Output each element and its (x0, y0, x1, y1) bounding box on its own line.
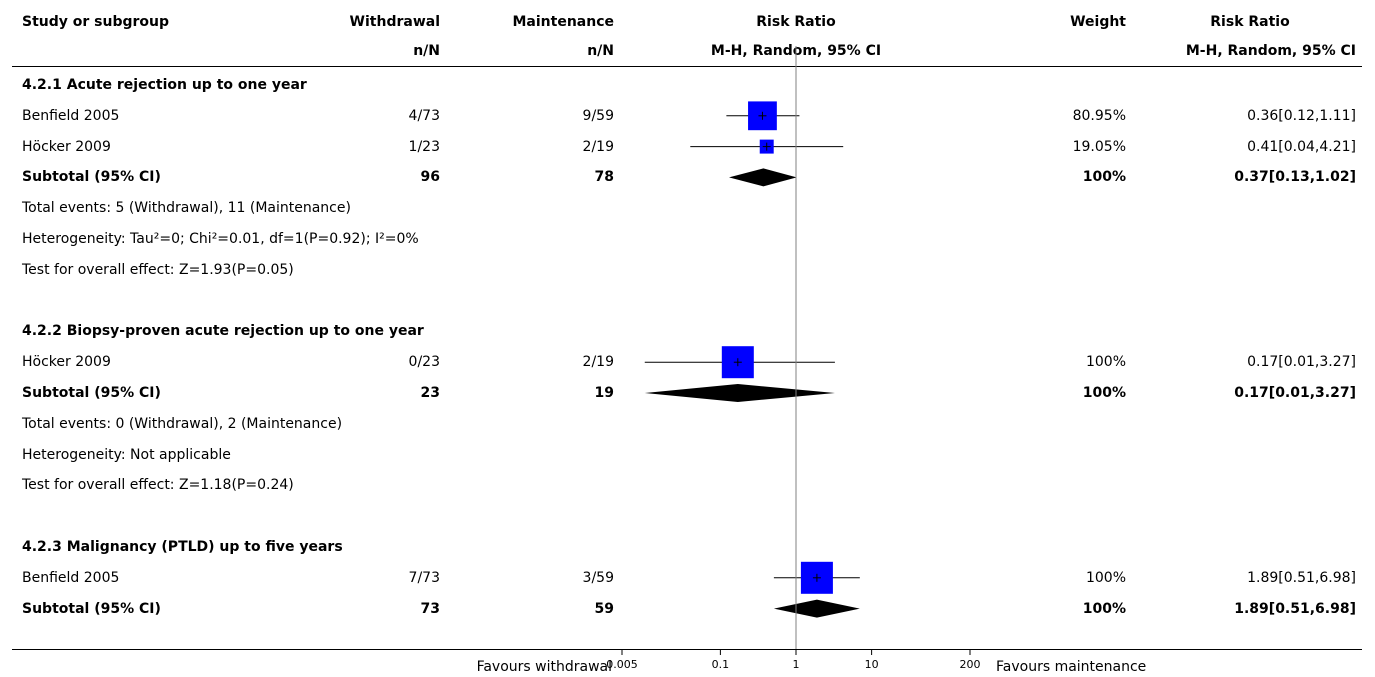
study-name: Höcker 2009 (22, 138, 111, 155)
x-axis-tick-label: 0.005 (606, 658, 638, 671)
x-axis-tick-label: 200 (960, 658, 981, 671)
study-name: Benfield 2005 (22, 569, 120, 586)
subtotal-weight: 100% (1082, 385, 1126, 401)
study-group2-count: 2/19 (582, 354, 614, 371)
favours-right-label: Favours maintenance (996, 659, 1147, 675)
x-axis-tick-label: 10 (865, 658, 879, 671)
header-group2: Maintenance (512, 14, 614, 30)
study-name: Benfield 2005 (22, 107, 120, 124)
subtotal-group1-total: 96 (420, 169, 440, 186)
subtotal-group2-total: 59 (594, 600, 614, 617)
x-axis-tick-label: 0.1 (712, 658, 730, 671)
study-group1-count: 4/73 (408, 107, 440, 124)
subtotal-effect-ci: 0.17[0.01,3.27] (1234, 385, 1356, 401)
bottom-rule (12, 649, 1362, 650)
favours-left-label: Favours withdrawal (476, 659, 612, 675)
study-group2-count: 3/59 (582, 569, 614, 586)
study-effect-ci: 0.41[0.04,4.21] (1247, 138, 1356, 155)
header-group1-sub: n/N (413, 43, 440, 59)
subgroup-note: Heterogeneity: Not applicable (22, 446, 231, 463)
header-effect: Risk Ratio (1210, 14, 1290, 30)
study-weight: 100% (1085, 569, 1126, 586)
subgroup-note: Test for overall effect: Z=1.18(P=0.24) (22, 477, 294, 494)
subtotal-weight: 100% (1082, 169, 1126, 186)
study-weight: 80.95% (1072, 107, 1126, 124)
subtotal-effect-ci: 0.37[0.13,1.02] (1234, 169, 1356, 186)
subtotal-group1-total: 73 (420, 600, 440, 617)
header-effect-sub: M-H, Random, 95% CI (1185, 43, 1356, 59)
header-weight: Weight (1070, 14, 1126, 30)
header-study: Study or subgroup (22, 14, 170, 30)
study-weight: 100% (1085, 354, 1126, 371)
subtotal-diamond (773, 599, 860, 618)
subgroup-title: 4.2.2 Biopsy-proven acute rejection up t… (22, 323, 424, 340)
study-effect-ci: 0.36[0.12,1.11] (1247, 107, 1356, 124)
subgroup-title: 4.2.1 Acute rejection up to one year (22, 77, 307, 93)
subtotal-diamond (728, 168, 797, 187)
subgroup-note: Total events: 0 (Withdrawal), 2 (Mainten… (22, 415, 343, 432)
subtotal-group2-total: 78 (594, 169, 614, 186)
subtotal-effect-ci: 1.89[0.51,6.98] (1234, 600, 1356, 617)
header-group2-sub: n/N (587, 43, 614, 59)
study-group2-count: 9/59 (582, 107, 614, 124)
subtotal-weight: 100% (1082, 600, 1126, 617)
subtotal-diamond (644, 384, 835, 402)
x-axis-tick-label: 1 (793, 658, 800, 671)
subgroup-note: Test for overall effect: Z=1.93(P=0.05) (22, 261, 294, 278)
study-weight: 19.05% (1072, 138, 1126, 155)
subtotal-label: Subtotal (95% CI) (22, 169, 161, 186)
subgroup-title: 4.2.3 Malignancy (PTLD) up to five years (22, 539, 343, 555)
subgroup-note: Heterogeneity: Tau²=0; Chi²=0.01, df=1(P… (22, 231, 419, 247)
header-rule (12, 66, 1362, 67)
header-plot: Risk Ratio (756, 14, 836, 30)
subtotal-label: Subtotal (95% CI) (22, 600, 161, 617)
subtotal-group1-total: 23 (420, 385, 440, 401)
study-effect-ci: 1.89[0.51,6.98] (1247, 569, 1356, 586)
study-effect-ci: 0.17[0.01,3.27] (1247, 354, 1356, 371)
study-group1-count: 0/23 (408, 354, 440, 371)
study-group1-count: 7/73 (408, 569, 440, 586)
study-group2-count: 2/19 (582, 138, 614, 155)
header-group1: Withdrawal (349, 14, 440, 30)
subtotal-group2-total: 19 (594, 385, 614, 401)
subgroup-note: Total events: 5 (Withdrawal), 11 (Mainte… (22, 200, 351, 217)
study-group1-count: 1/23 (408, 138, 440, 155)
study-name: Höcker 2009 (22, 354, 111, 371)
subtotal-label: Subtotal (95% CI) (22, 385, 161, 401)
